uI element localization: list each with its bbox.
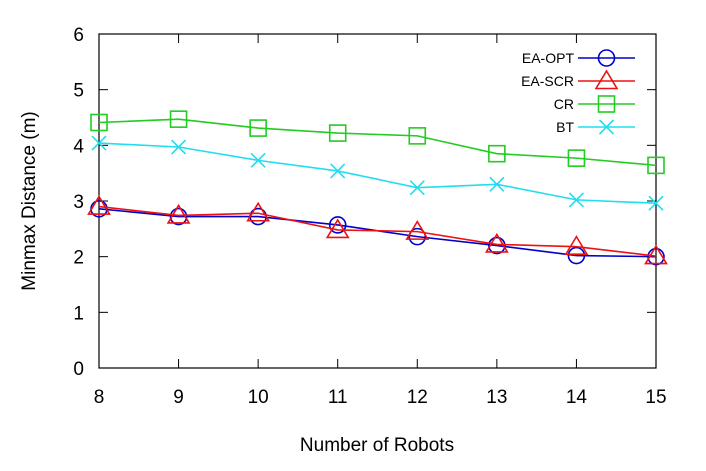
legend-marker-ea-opt bbox=[597, 49, 616, 67]
data-point-ea-opt bbox=[488, 236, 506, 255]
series-cr bbox=[90, 110, 665, 175]
data-point-ea-scr bbox=[166, 203, 191, 224]
y-tick-label: 3 bbox=[73, 192, 84, 213]
series-line-ea-scr bbox=[98, 205, 657, 257]
series-layer bbox=[87, 110, 668, 266]
legend-label-ea-scr: EA-SCR bbox=[521, 73, 574, 89]
data-point-bt bbox=[568, 192, 584, 208]
data-point-ea-scr bbox=[484, 232, 509, 253]
data-point-ea-opt bbox=[567, 246, 586, 265]
data-point-bt bbox=[330, 163, 346, 179]
x-tick-label: 13 bbox=[486, 387, 507, 408]
data-point-ea-opt bbox=[408, 227, 427, 246]
y-tick-label: 4 bbox=[73, 136, 84, 157]
series-line-cr bbox=[98, 118, 657, 167]
data-point-cr bbox=[90, 113, 108, 132]
y-axis-ticks: 0 1 2 3 4 5 6 bbox=[73, 25, 656, 380]
series-ea-scr bbox=[87, 195, 668, 265]
series-ea-opt bbox=[90, 199, 665, 266]
data-point-bt bbox=[489, 176, 505, 192]
y-tick-label: 1 bbox=[73, 303, 84, 324]
x-tick-label: 12 bbox=[407, 387, 428, 408]
data-point-ea-scr bbox=[87, 195, 111, 215]
legend: EA-OPT EA-SCR CR BT bbox=[521, 49, 635, 135]
x-tick-label: 14 bbox=[566, 387, 588, 408]
series-bt bbox=[91, 135, 664, 211]
series-line-bt bbox=[98, 142, 657, 205]
x-tick-label: 8 bbox=[94, 387, 105, 408]
legend-label-ea-opt: EA-OPT bbox=[522, 50, 575, 66]
y-tick-label: 2 bbox=[73, 248, 84, 269]
data-point-cr bbox=[647, 156, 665, 175]
legend-label-bt: BT bbox=[556, 119, 574, 135]
legend-marker-cr bbox=[597, 95, 616, 113]
data-point-bt bbox=[648, 195, 664, 211]
data-point-ea-opt bbox=[328, 216, 347, 234]
data-point-bt bbox=[91, 135, 107, 151]
data-point-bt bbox=[409, 180, 425, 196]
x-tick-label: 15 bbox=[645, 387, 666, 408]
data-point-ea-scr bbox=[325, 218, 350, 239]
y-tick-label: 6 bbox=[73, 25, 84, 46]
x-axis-ticks: 8 9 10 11 12 13 14 15 bbox=[94, 34, 667, 408]
data-point-bt bbox=[250, 152, 266, 168]
x-axis-title: Number of Robots bbox=[300, 435, 454, 456]
data-point-cr bbox=[328, 124, 347, 142]
data-point-ea-opt bbox=[647, 247, 665, 266]
x-tick-label: 10 bbox=[248, 387, 269, 408]
legend-marker-ea-scr bbox=[594, 69, 619, 90]
data-point-ea-opt bbox=[169, 207, 188, 226]
legend-label-cr: CR bbox=[554, 96, 574, 112]
data-point-cr bbox=[169, 110, 188, 128]
data-point-ea-scr bbox=[564, 235, 589, 255]
data-point-bt bbox=[171, 139, 187, 155]
data-point-cr bbox=[488, 144, 506, 163]
data-point-cr bbox=[249, 119, 267, 137]
data-point-ea-scr bbox=[405, 220, 430, 240]
x-tick-label: 11 bbox=[328, 387, 348, 408]
y-axis-title: Minmax Distance (m) bbox=[19, 111, 40, 290]
data-point-cr bbox=[567, 149, 586, 167]
data-point-ea-scr bbox=[644, 244, 668, 265]
y-tick-label: 0 bbox=[73, 359, 84, 380]
y-tick-label: 5 bbox=[73, 81, 84, 102]
legend-marker-bt bbox=[598, 119, 615, 135]
data-point-cr bbox=[408, 127, 427, 145]
data-point-ea-scr bbox=[246, 201, 271, 222]
x-tick-label: 9 bbox=[173, 387, 184, 408]
